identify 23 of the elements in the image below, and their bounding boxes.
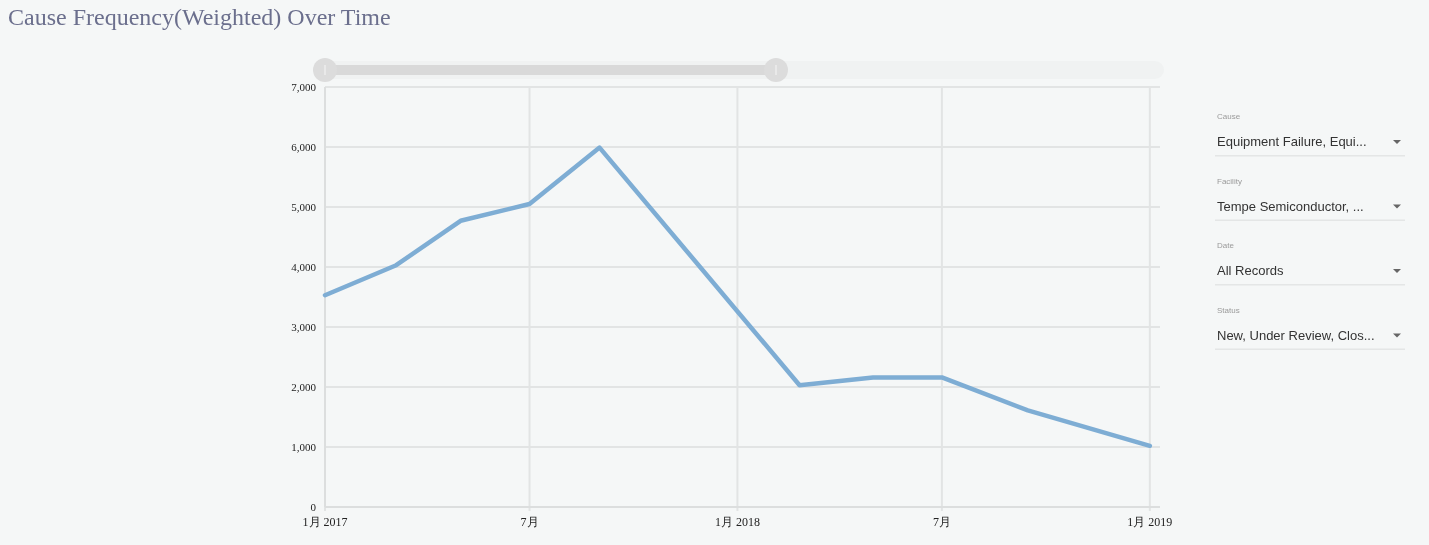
- text: Equipment Failure, Equi...: [1217, 134, 1367, 149]
- text: All Records: [1217, 263, 1284, 278]
- y-tick-label: 5,000: [291, 200, 317, 213]
- text: Date: [1217, 241, 1235, 250]
- chart-title: Cause Frequency(Weighted) Over Time: [8, 4, 391, 30]
- line-series: [322, 145, 1153, 449]
- text: Status: [1217, 305, 1240, 315]
- text: Tempe Semiconductor, ...: [1217, 198, 1364, 214]
- text: Cause: [1217, 112, 1241, 121]
- text: New, Under Review, Clos...: [1217, 327, 1375, 343]
- x-tick-label: 1月 2018: [714, 515, 760, 529]
- y-tick-label: 6,000: [291, 140, 317, 153]
- y-tick-label: 1,000: [291, 440, 317, 453]
- y-tick-label: 7,000: [291, 80, 317, 93]
- x-tick-label: 1月 2019: [1127, 515, 1173, 529]
- text: Facility: [1217, 176, 1242, 186]
- x-tick-label: 7月: [932, 515, 951, 529]
- y-tick-label: 4,000: [291, 260, 317, 273]
- y-tick-label: 2,000: [291, 380, 317, 393]
- y-tick-label: 3,000: [291, 320, 317, 333]
- y-tick-label: 0: [310, 500, 317, 513]
- x-tick-label: 1月 2017: [302, 515, 348, 529]
- x-tick-label: 7月: [520, 515, 539, 529]
